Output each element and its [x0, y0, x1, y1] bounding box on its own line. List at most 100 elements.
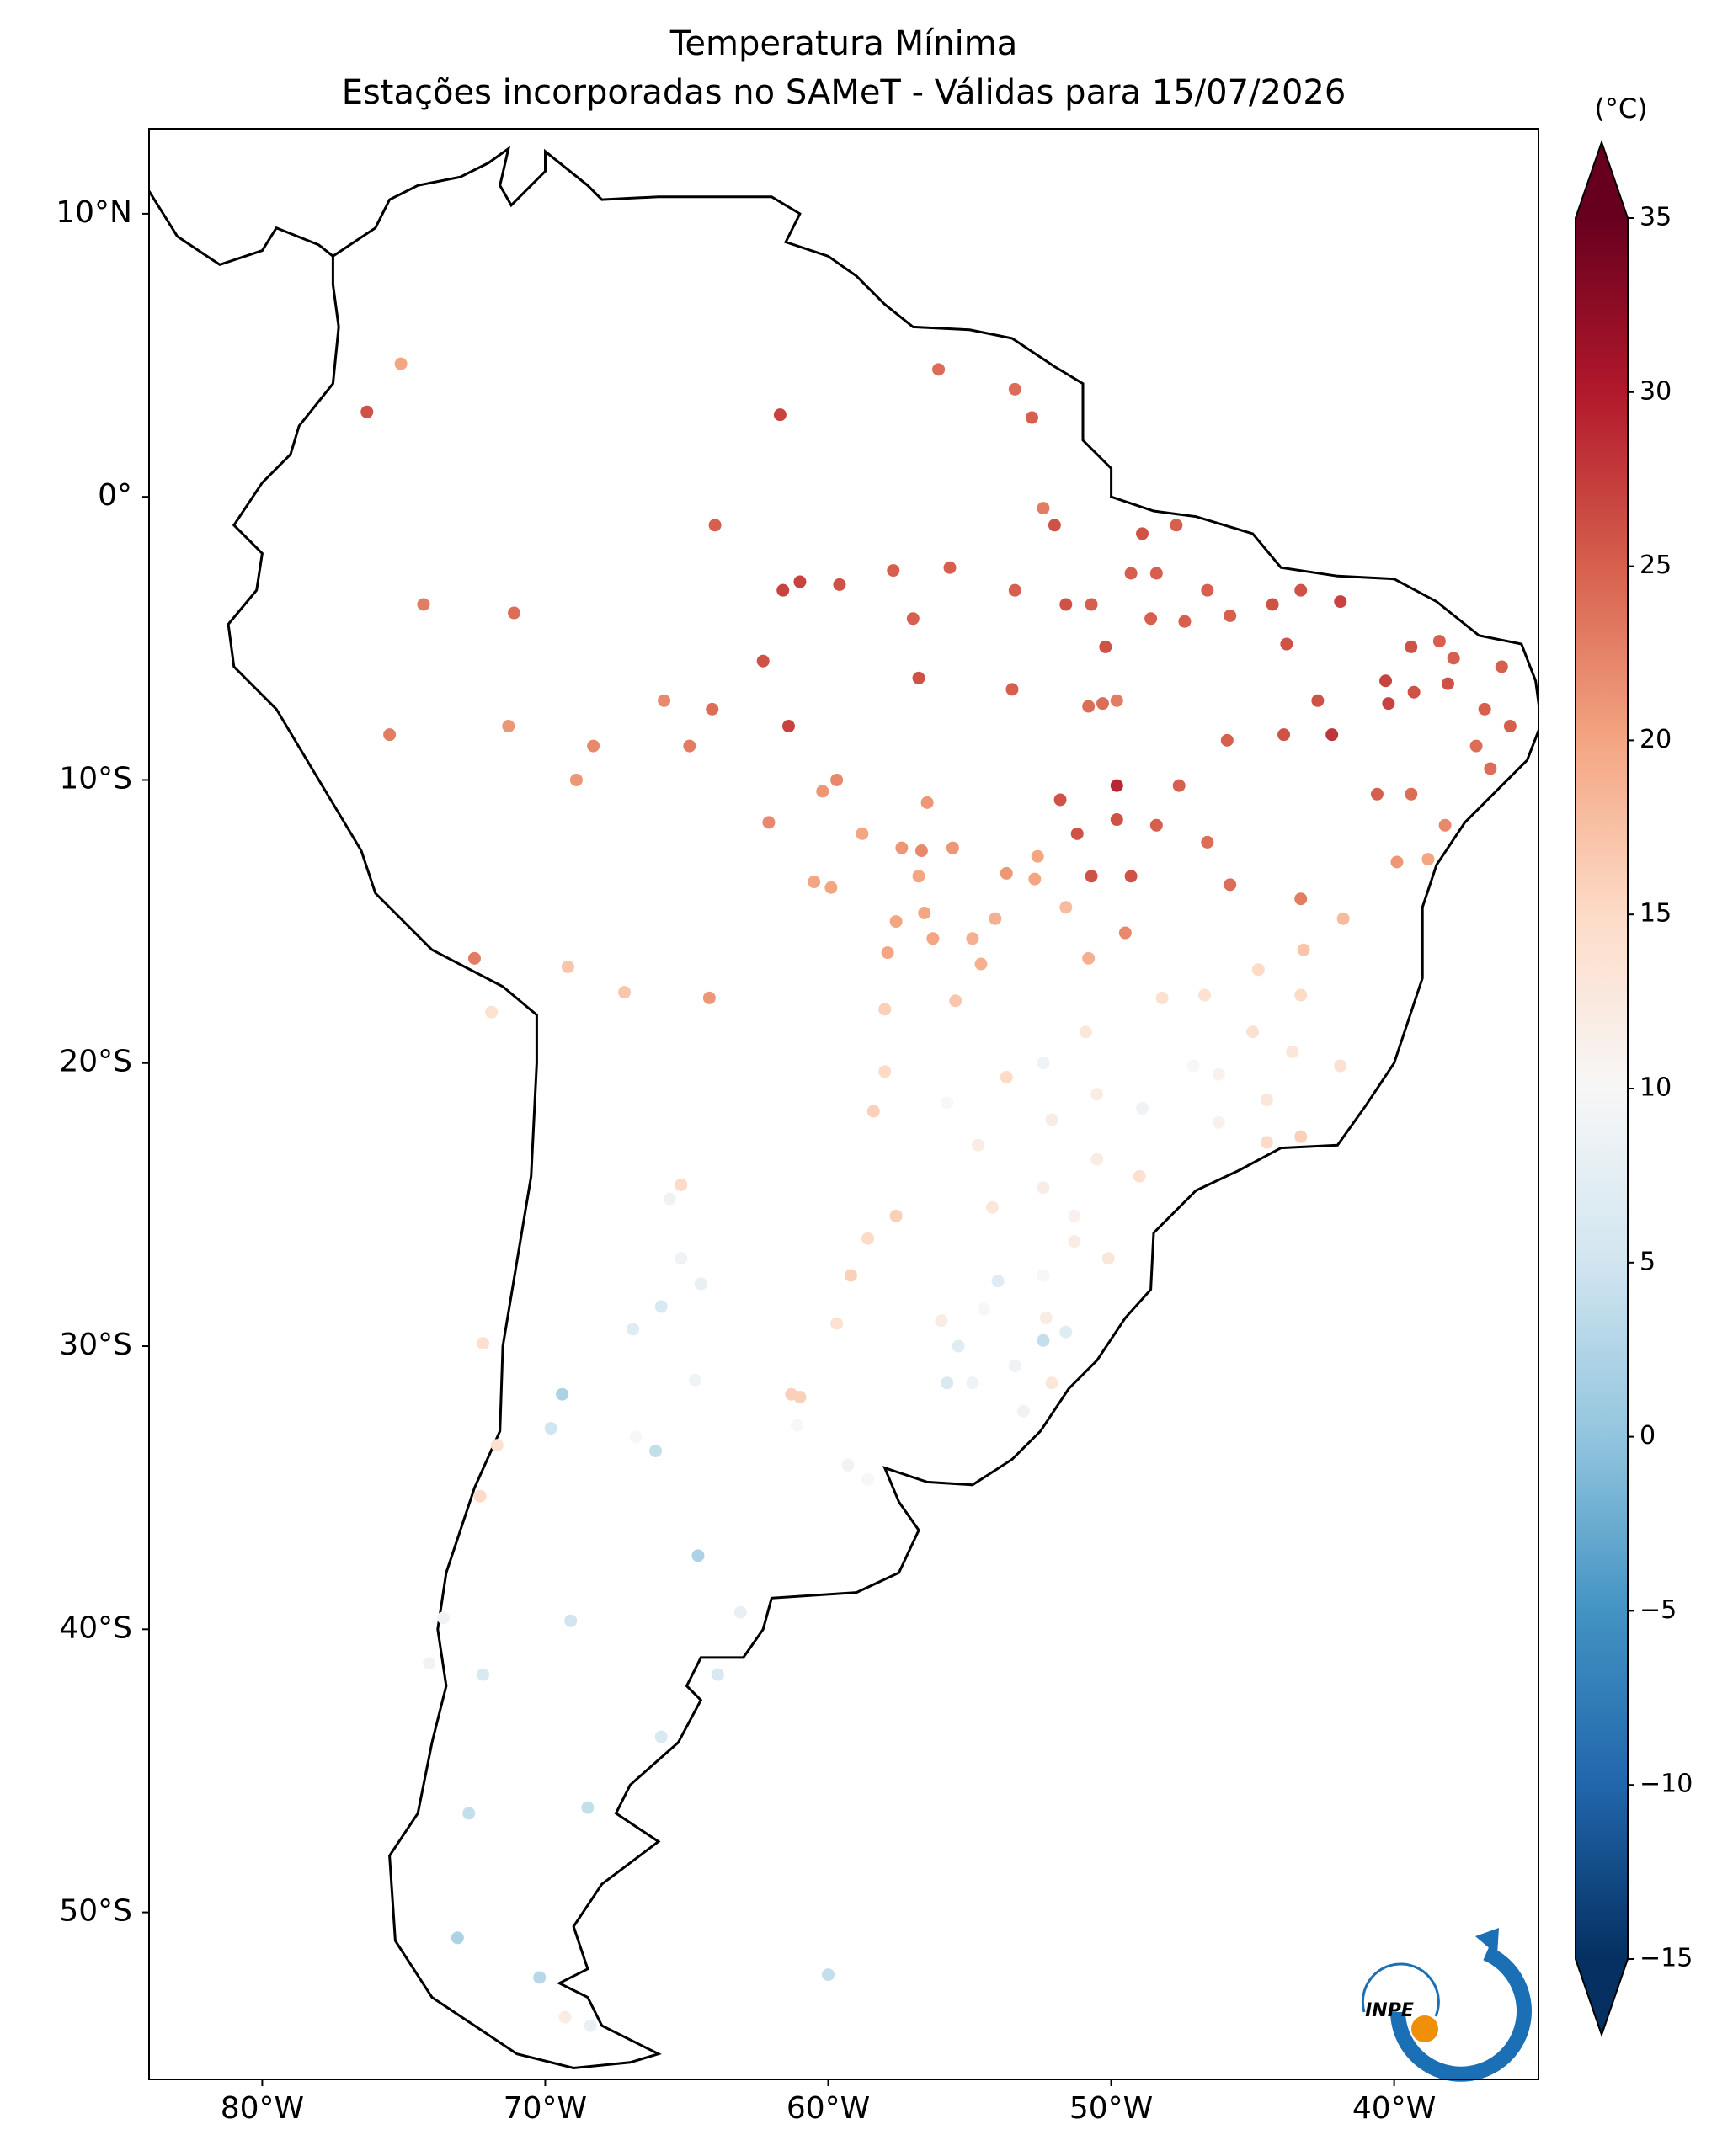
station-point — [791, 1419, 804, 1432]
station-point — [1110, 779, 1123, 792]
station-point — [989, 912, 1002, 925]
station-point — [906, 612, 920, 626]
station-point — [1068, 1209, 1081, 1222]
station-point — [952, 1339, 965, 1353]
chart-subtitle: Estações incorporadas no SAMeT - Válidas… — [342, 73, 1346, 112]
colorbar-tick-label: 35 — [1640, 203, 1672, 232]
station-point — [1294, 583, 1308, 597]
station-point — [1260, 1093, 1273, 1106]
station-point — [1311, 694, 1325, 707]
colorbar-extend-max — [1576, 142, 1628, 218]
station-point — [473, 1489, 487, 1503]
colorbar-tick-label: 25 — [1640, 551, 1672, 580]
station-point — [972, 1138, 985, 1152]
station-point — [1170, 519, 1183, 532]
x-tick-label: 80°W — [221, 2091, 304, 2126]
station-point — [451, 1931, 464, 1945]
station-point — [941, 1376, 954, 1390]
station-point — [1186, 1059, 1200, 1073]
station-point — [1172, 779, 1186, 792]
station-point — [1224, 609, 1237, 622]
station-point — [966, 1376, 979, 1390]
station-point — [423, 1657, 436, 1670]
station-point — [793, 575, 807, 588]
station-point — [1110, 813, 1123, 827]
station-point — [918, 907, 931, 920]
station-point — [824, 881, 838, 894]
station-point — [417, 598, 430, 611]
colorbar-tick-label: 5 — [1640, 1247, 1656, 1276]
station-point — [781, 720, 795, 733]
station-point — [1432, 635, 1446, 648]
station-point — [1277, 728, 1291, 742]
station-point — [654, 1730, 668, 1743]
station-point — [833, 578, 846, 591]
station-point — [694, 1277, 707, 1291]
station-point — [1297, 943, 1310, 956]
station-point — [708, 519, 722, 532]
station-point — [1110, 694, 1123, 707]
station-point — [569, 773, 583, 786]
station-point — [436, 1611, 450, 1625]
station-point — [1008, 1360, 1021, 1373]
station-point — [1059, 901, 1073, 914]
station-point — [1495, 660, 1508, 673]
logo-text: INPE — [1365, 2000, 1414, 2021]
station-point — [756, 654, 770, 668]
station-point — [946, 841, 959, 854]
station-point — [1082, 951, 1096, 965]
station-point — [1280, 637, 1293, 651]
station-point — [841, 1458, 855, 1472]
station-point — [895, 841, 909, 854]
station-point — [1101, 1252, 1115, 1265]
station-point — [556, 1387, 569, 1401]
station-point — [1212, 1115, 1225, 1129]
station-point — [1201, 583, 1214, 597]
station-point — [587, 739, 600, 753]
station-point — [949, 994, 962, 1008]
station-point — [706, 702, 719, 716]
station-point — [654, 1300, 668, 1313]
station-point — [663, 1192, 676, 1206]
station-point — [1085, 870, 1098, 883]
station-point — [1478, 702, 1491, 716]
station-point — [1045, 1376, 1058, 1390]
station-point — [467, 951, 481, 965]
station-point — [1325, 728, 1339, 742]
station-point — [977, 1302, 990, 1316]
station-point — [1246, 1025, 1260, 1039]
station-point — [1068, 1235, 1081, 1248]
station-point — [1441, 677, 1454, 690]
station-point — [1294, 988, 1308, 1002]
station-point — [627, 1323, 640, 1336]
station-point — [926, 932, 940, 945]
logo-arrow — [1475, 1928, 1499, 1955]
station-point — [861, 1232, 875, 1245]
station-point — [733, 1605, 747, 1619]
colorbar-tick-label: −5 — [1640, 1595, 1677, 1625]
y-tick-label: 40°S — [59, 1610, 132, 1645]
y-tick-label: 20°S — [59, 1045, 132, 1079]
station-point — [1124, 870, 1138, 883]
coastline — [227, 145, 1538, 2070]
station-point — [985, 1200, 999, 1214]
y-tick-label: 10°N — [56, 195, 132, 230]
station-point — [1037, 1181, 1050, 1195]
station-point — [1503, 720, 1517, 733]
station-point — [887, 564, 900, 578]
station-point — [1407, 685, 1421, 699]
station-point — [808, 876, 821, 889]
station-point — [1484, 762, 1497, 775]
station-point — [844, 1269, 857, 1282]
station-point — [702, 991, 716, 1004]
station-point — [1000, 866, 1013, 880]
station-point — [675, 1252, 688, 1265]
station-point — [941, 1096, 954, 1110]
station-point — [974, 957, 988, 971]
station-point — [1149, 818, 1163, 832]
station-point — [1085, 598, 1098, 611]
colorbar-tick-label: 15 — [1640, 899, 1672, 929]
colorbar-tick-label: 0 — [1640, 1421, 1656, 1451]
station-point — [1016, 1404, 1030, 1418]
